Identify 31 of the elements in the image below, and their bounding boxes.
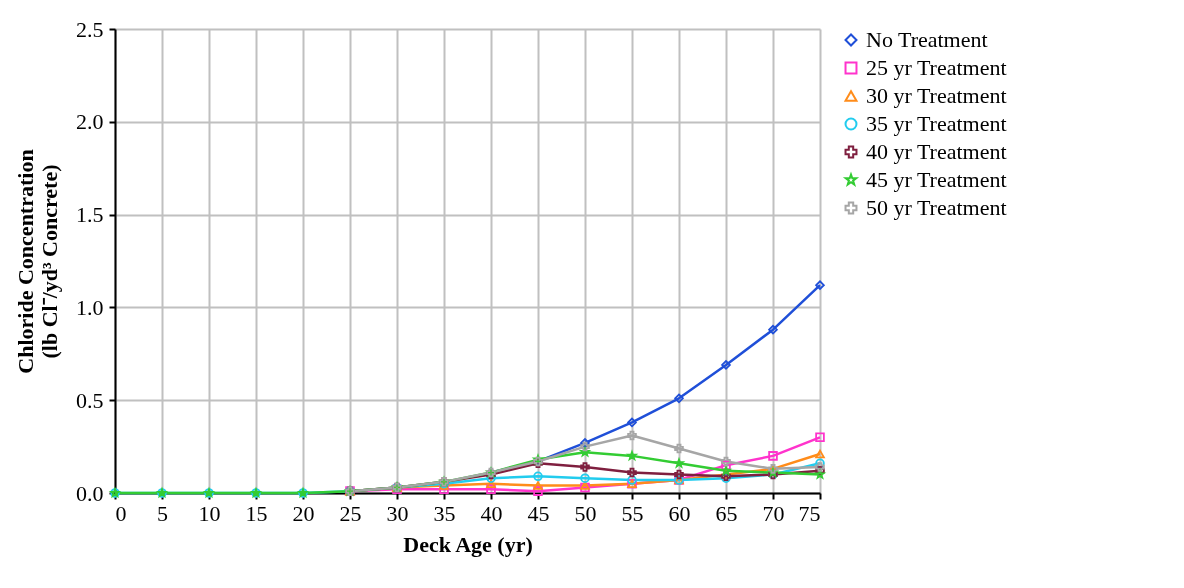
x-tick-label: 60 (668, 500, 691, 526)
legend-label: 50 yr Treatment (866, 195, 1007, 220)
x-tick-label: 45 (527, 500, 550, 526)
x-tick-label: 20 (292, 500, 315, 526)
legend-label: 25 yr Treatment (866, 55, 1007, 80)
x-axis-title: Deck Age (yr) (403, 531, 533, 557)
legend-label: 35 yr Treatment (866, 111, 1007, 136)
x-tick-label: 55 (621, 500, 644, 526)
x-tick-label: 10 (198, 500, 221, 526)
y-tick-label: 2.5 (76, 16, 104, 42)
x-tick-label: 30 (386, 500, 409, 526)
x-tick-label: 25 (339, 500, 362, 526)
y-tick-label: 0.0 (76, 480, 104, 506)
legend-label: 45 yr Treatment (866, 167, 1007, 192)
x-tick-label: 75 (798, 500, 821, 526)
legend-label: 30 yr Treatment (866, 83, 1007, 108)
x-tick-label: 35 (433, 500, 456, 526)
x-tick-label: 5 (157, 500, 168, 526)
x-tick-label: 15 (245, 500, 268, 526)
y-axis-title: Chloride Concentration (lb Cl⁻/yd³ Concrete) (13, 149, 62, 374)
x-tick-label: 70 (762, 500, 785, 526)
y-tick-label: 2.0 (76, 109, 104, 135)
x-tick-label: 0 (115, 500, 127, 526)
x-tick-label: 40 (480, 500, 503, 526)
y-tick-label: 1.0 (76, 294, 104, 320)
legend-label: No Treatment (866, 27, 988, 52)
legend-label: 40 yr Treatment (866, 139, 1007, 164)
x-tick-label: 50 (574, 500, 597, 526)
x-tick-label: 65 (715, 500, 738, 526)
y-tick-label: 0.5 (76, 387, 104, 413)
y-tick-label: 1.5 (76, 202, 104, 228)
